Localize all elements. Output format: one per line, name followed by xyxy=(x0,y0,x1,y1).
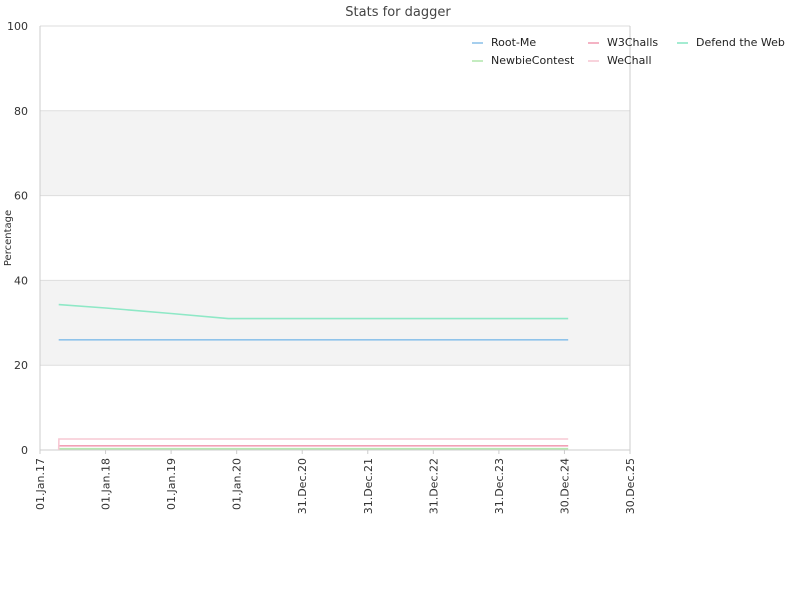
x-tick-label: 01.Jan.19 xyxy=(165,458,178,510)
x-tick-label: 31.Dec.23 xyxy=(493,458,506,514)
series-lines xyxy=(57,303,569,451)
series-line-defend-the-web xyxy=(58,303,569,320)
legend-label-defend-the-web: Defend the Web xyxy=(696,36,785,49)
legend-label-w3challs: W3Challs xyxy=(607,36,658,49)
x-tick-label: 31.Dec.20 xyxy=(296,458,309,514)
x-tick-label: 01.Jan.17 xyxy=(34,458,47,510)
y-axis-label: Percentage xyxy=(3,210,14,266)
x-tick-label: 01.Jan.18 xyxy=(100,458,113,510)
x-tick-label: 30.Dec.25 xyxy=(624,458,637,514)
x-tick-label: 31.Dec.22 xyxy=(427,458,440,514)
legend: Root-Me W3Challs Defend the Web NewbieConte… xyxy=(472,36,785,67)
y-tick-label: 0 xyxy=(21,444,28,457)
plot-band xyxy=(40,110,630,196)
y-tick-label: 80 xyxy=(14,105,28,118)
grid-lines xyxy=(40,25,630,451)
plot-bands xyxy=(40,110,630,366)
y-tick-label: 40 xyxy=(14,274,28,287)
x-tick-label: 31.Dec.21 xyxy=(362,458,375,514)
x-tick-label: 01.Jan.20 xyxy=(231,458,244,510)
legend-label-wechall: WeChall xyxy=(607,54,652,67)
axes xyxy=(39,26,631,454)
chart-title: Stats for dagger xyxy=(345,5,451,20)
series-line-wechall xyxy=(57,438,569,451)
y-tick-label: 20 xyxy=(14,359,28,372)
y-tick-label: 100 xyxy=(7,20,28,33)
x-tick-label: 30.Dec.24 xyxy=(558,458,571,514)
x-tick-labels: 01.Jan.17 01.Jan.18 01.Jan.19 01.Jan.20 31.D… xyxy=(34,458,637,514)
plot-band xyxy=(40,280,630,366)
y-tick-labels: 0 20 40 60 80 100 xyxy=(7,20,28,457)
legend-label-newbiecontest: NewbieContest xyxy=(491,54,575,67)
y-tick-label: 60 xyxy=(14,190,28,203)
legend-label-root-me: Root-Me xyxy=(491,36,536,49)
